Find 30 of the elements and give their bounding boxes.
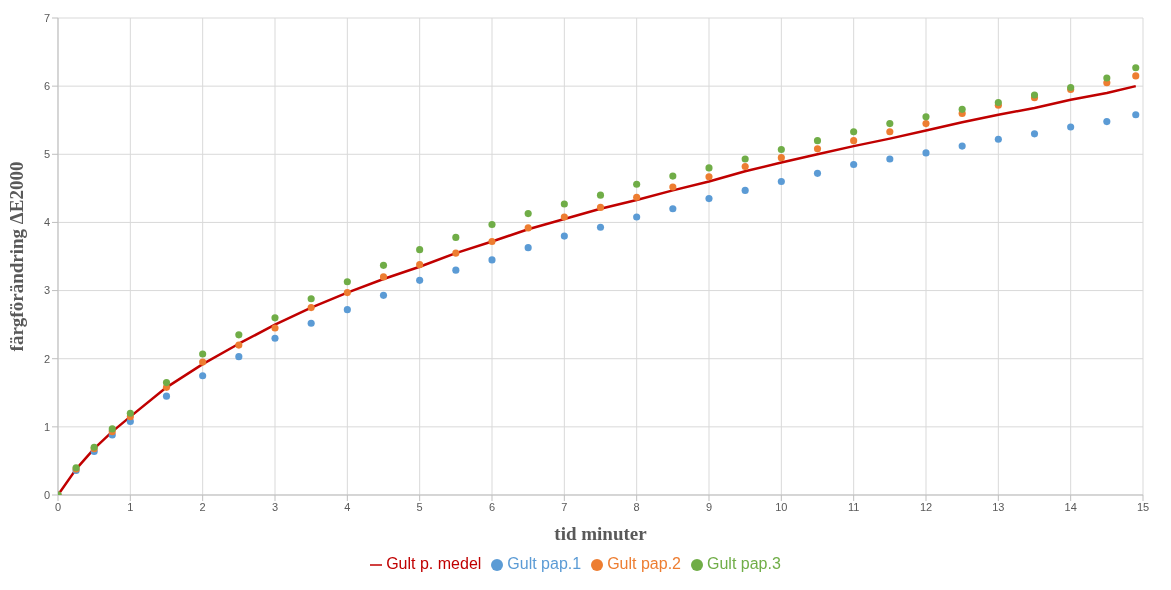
x-tick-label: 11 (847, 500, 860, 513)
x-tick-label: 15 (1136, 500, 1150, 513)
x-tick-label: 1 (127, 500, 134, 513)
y-axis-title: färgförändring ΔE2000 (5, 161, 27, 352)
y-tick-label: 1 (43, 420, 50, 433)
x-tick-label: 0 (54, 500, 62, 513)
x-tick-label: 7 (561, 500, 568, 513)
x-tick-label: 4 (344, 500, 351, 513)
y-tick-label: 6 (43, 80, 50, 93)
legend-label: Gult pap.3 (706, 555, 781, 572)
y-tick-label: 3 (43, 284, 50, 297)
y-tick-label: 4 (43, 216, 50, 229)
legend-label: Gult pap.2 (607, 555, 681, 572)
x-tick-label: 12 (919, 500, 933, 513)
x-tick-label: 6 (488, 500, 496, 513)
legend-label: Gult pap.1 (507, 555, 582, 572)
y-tick-label: 5 (43, 148, 50, 161)
x-tick-label: 14 (1064, 500, 1077, 513)
x-axis-title: tid minuter (554, 523, 648, 544)
x-tick-label: 8 (633, 500, 640, 513)
x-tick-label: 2 (199, 500, 206, 513)
y-tick-label: 0 (43, 488, 50, 501)
x-tick-label: 5 (416, 500, 423, 513)
y-tick-label: 7 (43, 11, 50, 24)
y-tick-label: 2 (43, 352, 50, 365)
x-tick-label: 13 (992, 500, 1005, 513)
x-tick-label: 3 (271, 500, 279, 513)
x-tick-label: 10 (775, 500, 788, 513)
legend-label: Gult p. medel (386, 555, 482, 572)
x-tick-label: 9 (705, 500, 713, 513)
